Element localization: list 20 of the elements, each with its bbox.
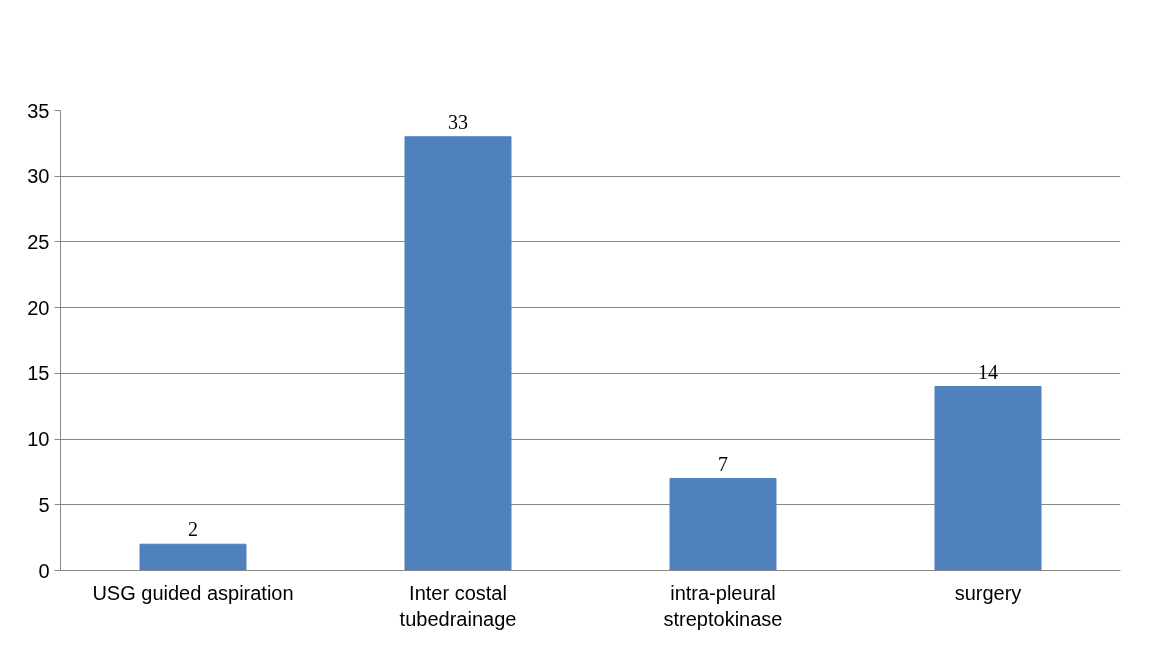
x-tick-label: USG guided aspiration xyxy=(92,581,294,604)
y-tick-label: 10 xyxy=(27,428,50,451)
x-tick-label: surgery xyxy=(954,581,1022,604)
bar xyxy=(669,478,777,571)
data-label: 2 xyxy=(188,518,198,541)
bar xyxy=(139,543,247,571)
y-tick-label: 0 xyxy=(38,559,50,582)
x-tick-label: Inter costal tubedrainage xyxy=(399,581,517,630)
y-tick-label: 25 xyxy=(27,230,50,253)
y-tick-label: 20 xyxy=(27,296,50,319)
data-label: 7 xyxy=(718,452,728,475)
y-tick-label: 15 xyxy=(27,362,50,385)
data-label: 33 xyxy=(448,110,468,133)
y-tick-label: 5 xyxy=(38,493,50,516)
y-tick-label: 35 xyxy=(27,99,50,122)
bar xyxy=(404,136,512,571)
x-tick-label: intra-pleural streptokinase xyxy=(663,581,783,630)
data-label: 14 xyxy=(978,360,998,383)
y-tick-label: 30 xyxy=(27,165,50,188)
bar xyxy=(934,386,1042,571)
